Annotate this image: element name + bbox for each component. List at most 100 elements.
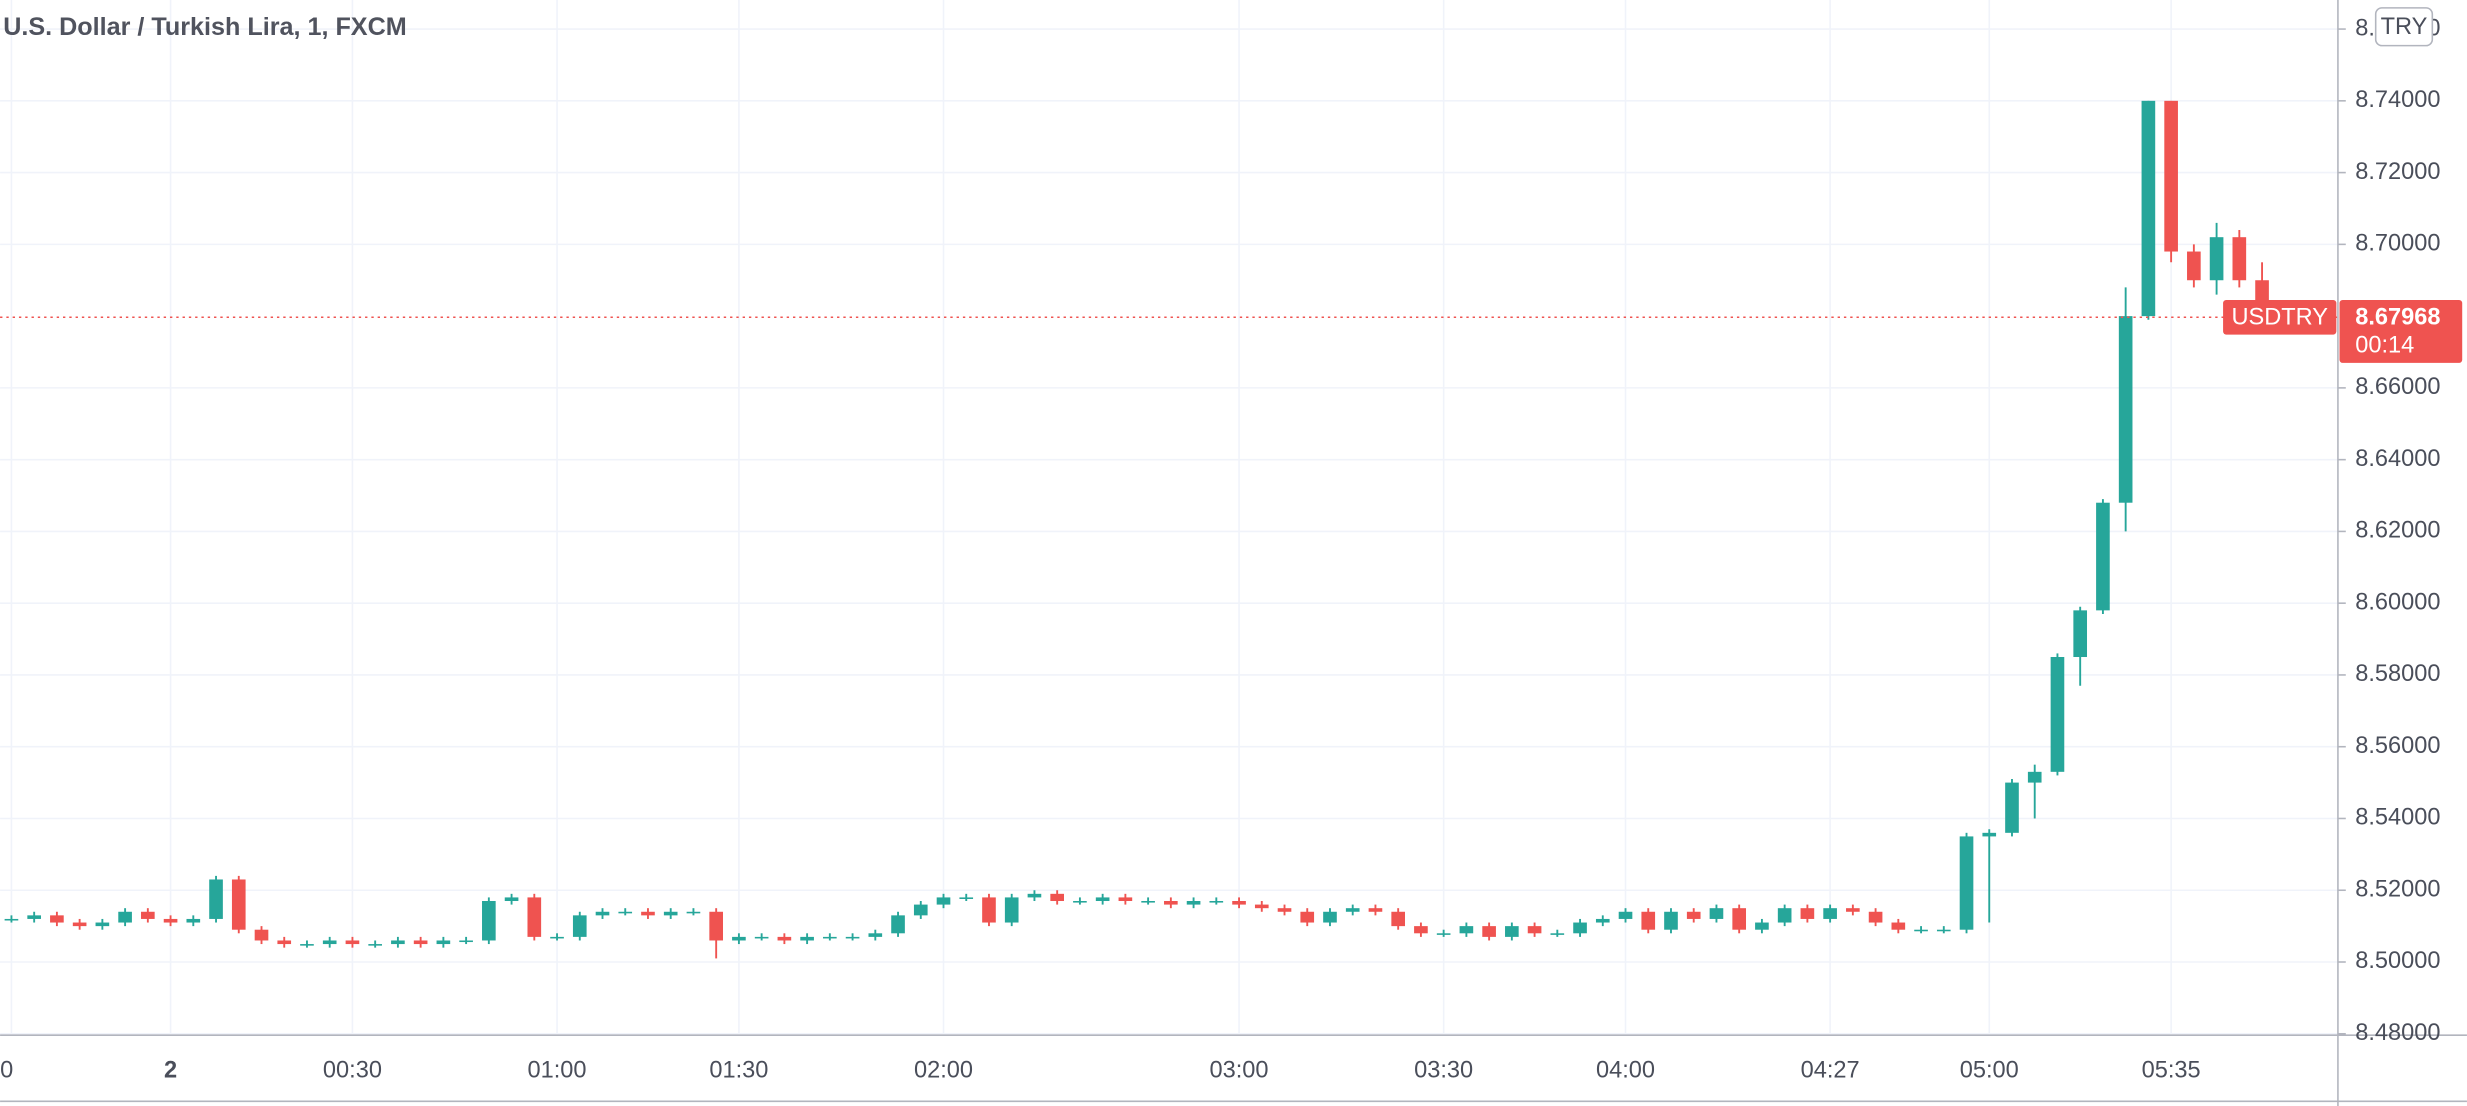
candle-body <box>391 940 405 945</box>
chart-title: U.S. Dollar / Turkish Lira, 1, FXCM <box>3 13 407 41</box>
candle-body <box>1755 922 1769 930</box>
candle-body <box>322 940 337 945</box>
candle-body <box>1459 926 1474 934</box>
candle-body <box>1095 897 1110 902</box>
candle-body <box>959 897 974 899</box>
candle-body <box>2005 782 2019 833</box>
candle-body <box>1300 911 1315 923</box>
candle-body <box>118 911 132 923</box>
y-tick-label: 8.66000 <box>2355 373 2440 399</box>
candle-body <box>1277 908 1292 912</box>
candle-body <box>2209 237 2224 281</box>
candle-body <box>1232 901 1246 905</box>
candle-body <box>254 929 269 941</box>
candle-body <box>1141 901 1155 903</box>
candle-body <box>2027 771 2042 783</box>
symbol-badge <box>2223 299 2337 335</box>
candle-body <box>754 936 769 939</box>
y-tick-label: 8.48000 <box>2355 1019 2440 1045</box>
candle-body <box>345 940 360 945</box>
candle-body <box>868 933 883 937</box>
candle-body <box>1595 918 1610 923</box>
candle-body <box>663 911 678 916</box>
y-tick-label: 8.58000 <box>2355 660 2440 686</box>
candle-body <box>1004 897 1019 923</box>
candle-body <box>4 918 19 921</box>
candle-body <box>277 940 292 945</box>
x-tick-label: 03:30 <box>1414 1057 1473 1083</box>
candle-body <box>1391 911 1406 927</box>
candle-body <box>1641 911 1656 930</box>
candle-body <box>709 911 723 941</box>
candle-body <box>1118 897 1133 902</box>
y-tick-label: 8.54000 <box>2355 804 2440 830</box>
candle-body <box>482 901 496 941</box>
candle-body <box>2050 657 2065 772</box>
candle-body <box>1527 926 1542 934</box>
candle-body <box>1800 908 1815 919</box>
y-tick-label: 8.72000 <box>2355 158 2440 184</box>
candle-body <box>1073 901 1087 903</box>
candle-body <box>845 936 860 939</box>
y-tick-label: 8.70000 <box>2355 230 2440 256</box>
x-tick-label: 0 <box>0 1057 13 1083</box>
candle-body <box>1573 922 1587 934</box>
candle-body <box>1414 926 1428 934</box>
candle-body <box>50 915 64 923</box>
candle-body <box>231 879 246 930</box>
candle-body <box>982 897 996 923</box>
candle-body <box>1846 908 1860 912</box>
x-tick-label: 04:27 <box>1801 1057 1860 1083</box>
currency-badge[interactable] <box>2374 7 2434 47</box>
candle-body <box>2232 237 2247 281</box>
candle-body <box>1982 832 1997 837</box>
last-price-badge <box>2339 299 2463 363</box>
candle-body <box>209 879 223 919</box>
y-tick-label: 8.50000 <box>2355 947 2440 973</box>
candle-body <box>1368 908 1383 912</box>
candle-body <box>1550 933 1565 935</box>
candle-body <box>95 922 110 927</box>
candle-body <box>1505 926 1519 937</box>
candle-body <box>1936 929 1951 932</box>
candle-body <box>1959 836 1974 930</box>
x-tick-label: 00:30 <box>323 1057 382 1083</box>
candle-body <box>572 915 587 937</box>
y-tick-label: 8.74000 <box>2355 86 2440 112</box>
y-tick-label: 8.64000 <box>2355 445 2440 471</box>
y-tick-label: 8.60000 <box>2355 588 2440 614</box>
candle-body <box>163 918 178 923</box>
x-tick-label: 02:00 <box>914 1057 973 1083</box>
candle-body <box>913 904 928 916</box>
y-tick-label: 8.62000 <box>2355 517 2440 543</box>
y-tick-label: 8.56000 <box>2355 732 2440 758</box>
last-price-label: 8.67968 <box>2355 303 2440 329</box>
candle-body <box>1914 929 1928 932</box>
currency-label[interactable]: TRY <box>2381 13 2428 39</box>
candle-body <box>1618 911 1633 919</box>
x-tick-label: 01:00 <box>528 1057 587 1083</box>
x-tick-label: 05:00 <box>1960 1057 2019 1083</box>
x-tick-label: 01:30 <box>709 1057 768 1083</box>
candle-body <box>641 911 655 916</box>
x-tick-label: 04:00 <box>1596 1057 1655 1083</box>
candle-body <box>2118 316 2133 503</box>
candle-body <box>27 915 41 919</box>
candle-body <box>141 911 155 919</box>
candle-body <box>1050 893 1064 902</box>
candle-body <box>1868 911 1883 923</box>
candle-body <box>72 922 87 927</box>
candle-body <box>1823 908 1837 919</box>
candle-body <box>413 940 428 945</box>
countdown-label: 00:14 <box>2355 332 2414 358</box>
candle-body <box>800 936 814 941</box>
candle-body <box>777 936 792 941</box>
candle-body <box>1732 908 1747 930</box>
candle-body <box>823 936 837 939</box>
candle-body <box>1186 901 1201 905</box>
candle-body <box>1164 901 1178 905</box>
candle-body <box>936 897 951 905</box>
candle-body <box>1209 901 1224 903</box>
